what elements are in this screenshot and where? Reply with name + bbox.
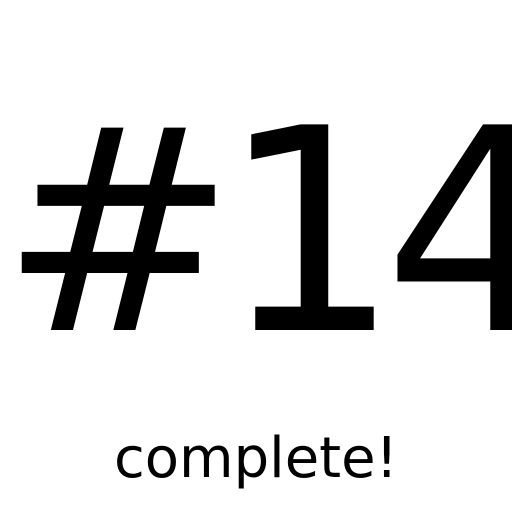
milestone-number: #14 bbox=[0, 68, 512, 397]
completion-caption: complete! bbox=[113, 426, 399, 491]
